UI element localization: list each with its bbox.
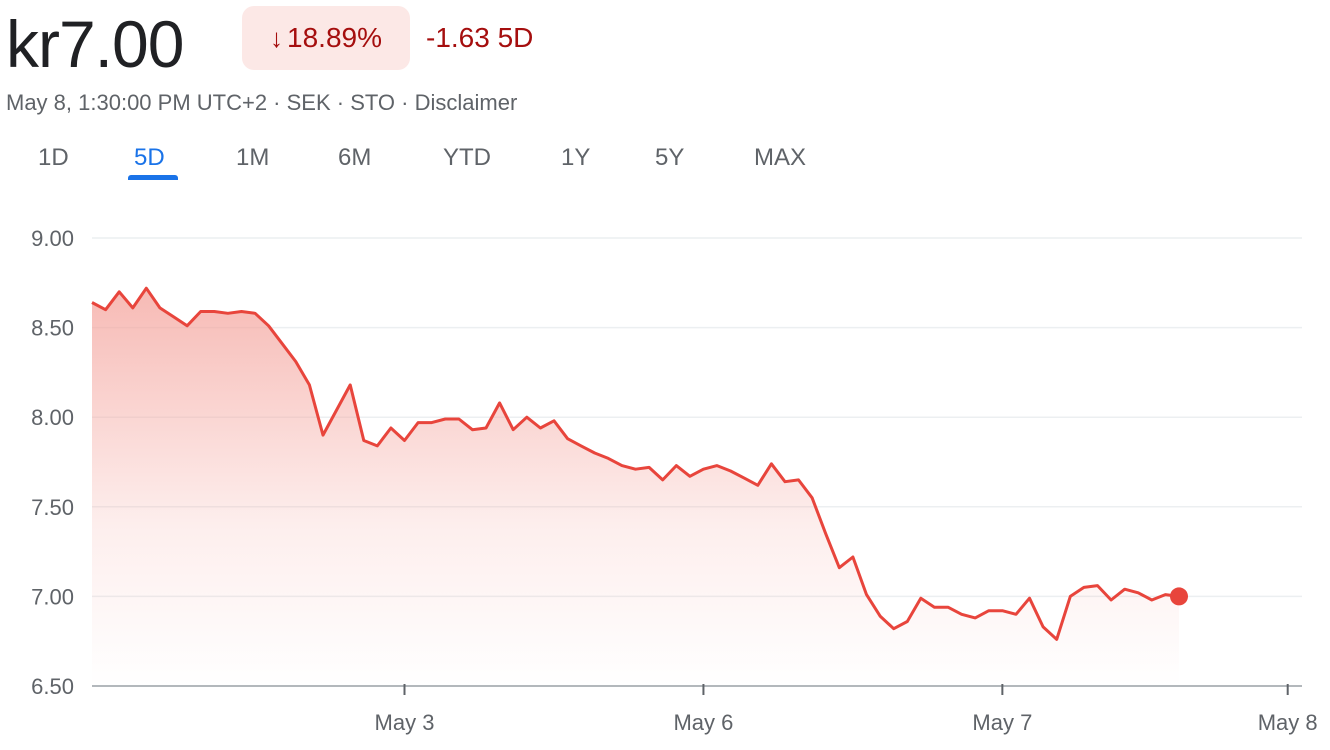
current-price-dot: [1170, 587, 1188, 606]
tab-5d[interactable]: 5D: [134, 144, 165, 171]
price-area-fill: [92, 288, 1179, 686]
tab-max[interactable]: MAX: [754, 144, 807, 171]
range-tabs: 1D 5D 1M 6M YTD 1Y 5Y MAX: [0, 138, 900, 184]
change-absolute: -1.63 5D: [426, 22, 534, 53]
tab-1m[interactable]: 1M: [236, 144, 270, 171]
x-tick-label: May 6: [673, 710, 733, 735]
change-percent-value: 18.89%: [287, 22, 382, 53]
price-chart[interactable]: 9.00 8.50 8.00 7.50 7.00 6.50 May 3 May 6 May 7…: [0, 190, 1330, 750]
tab-ytd[interactable]: YTD: [443, 144, 491, 171]
price-line: [91, 286, 1180, 641]
x-tick-label: May 3: [375, 710, 435, 735]
y-tick-label: 8.50: [31, 316, 74, 341]
current-price: kr7.00: [6, 7, 184, 81]
tab-1d[interactable]: 1D: [38, 144, 69, 171]
x-tick-label: May 7: [972, 710, 1032, 735]
quote-exchange: STO: [350, 90, 396, 115]
quote-timestamp: May 8, 1:30:00 PM UTC+2: [6, 90, 268, 115]
active-tab-indicator: [128, 175, 178, 180]
y-tick-label: 7.00: [31, 584, 74, 609]
x-tick-label: May 8: [1258, 710, 1318, 735]
y-tick-label: 6.50: [31, 674, 74, 699]
tab-5y[interactable]: 5Y: [655, 144, 685, 171]
quote-currency: SEK: [286, 90, 331, 115]
y-tick-label: 7.50: [31, 495, 74, 520]
disclaimer-link[interactable]: Disclaimer: [414, 90, 518, 115]
y-tick-label: 8.00: [31, 405, 74, 430]
y-tick-label: 9.00: [31, 226, 74, 251]
tab-6m[interactable]: 6M: [338, 144, 372, 171]
change-percent-badge: ↓ 18.89%: [242, 6, 410, 70]
tab-1y[interactable]: 1Y: [561, 144, 591, 171]
quote-meta: May 8, 1:30:00 PM UTC+2 · SEK · STO · Di…: [6, 90, 518, 115]
arrow-down-icon: ↓: [270, 22, 284, 53]
